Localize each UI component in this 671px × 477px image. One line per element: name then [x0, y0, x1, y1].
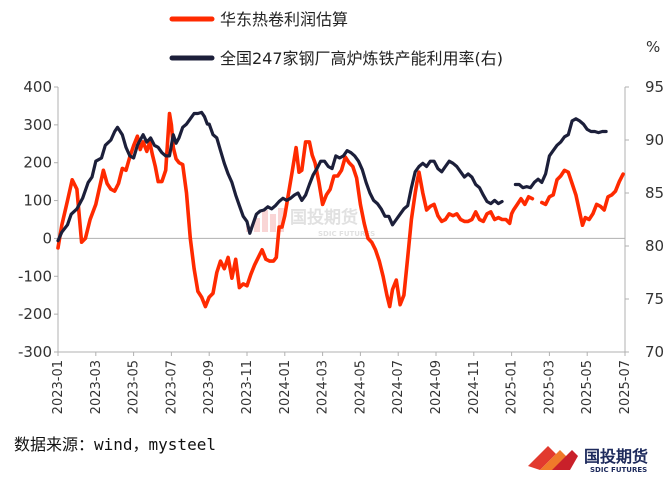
right-tick-label: 85 [645, 184, 664, 202]
left-tick-label: 100 [23, 192, 52, 210]
x-tick-label: 2023-07 [164, 360, 179, 414]
legend-label-utilization: 全国247家钢厂高炉炼铁产能利用率(右) [220, 49, 503, 68]
plot-frame [57, 87, 626, 353]
watermark: 国投期货 SDIC FUTURES [246, 207, 375, 238]
series-line-profit-0 [56, 111, 535, 309]
x-tick-label: 2023-01 [51, 360, 66, 414]
brand-logo: 国投期货 SDIC FUTURES [528, 446, 648, 474]
x-tick-label: 2023-03 [89, 360, 104, 414]
x-tick-label: 2025-07 [618, 360, 633, 414]
right-tick-label: 75 [645, 290, 664, 308]
watermark-sub: SDIC FUTURES [318, 230, 375, 238]
right-axis-ticks: 70 75 80 85 90 95 [625, 78, 664, 361]
right-tick-label: 90 [645, 131, 664, 149]
x-tick-label: 2024-03 [316, 360, 331, 414]
left-axis-ticks: -300 -200 -100 0 100 200 300 400 [18, 78, 58, 361]
brand-logo-icon [528, 446, 578, 470]
left-tick-label: -100 [18, 267, 52, 285]
left-tick-label: -200 [18, 305, 52, 323]
x-tick-label: 2024-11 [467, 360, 482, 414]
x-tick-label: 2024-01 [278, 360, 293, 414]
left-tick-label: 0 [42, 229, 52, 247]
left-tick-label: 400 [23, 78, 52, 96]
series-line-profit-1 [540, 168, 625, 227]
legend: 华东热卷利润估算 全国247家钢厂高炉炼铁产能利用率(右) [169, 10, 503, 68]
right-tick-label: 70 [645, 343, 664, 361]
brand-logo-sub: SDIC FUTURES [590, 466, 647, 474]
right-tick-label: 80 [645, 237, 664, 255]
x-axis-ticks: 2023-01 2023-03 2023-05 2023-07 2023-09 2023-… [51, 352, 633, 414]
left-tick-label: -300 [18, 343, 52, 361]
brand-logo-text: 国投期货 [584, 447, 648, 466]
series-layer [56, 110, 625, 309]
left-tick-label: 200 [23, 154, 52, 172]
series-line-utilization-3 [513, 117, 608, 190]
left-tick-label: 300 [23, 116, 52, 134]
x-tick-label: 2025-01 [505, 360, 520, 414]
series-line-utilization-2 [56, 110, 504, 243]
legend-label-profit: 华东热卷利润估算 [220, 10, 348, 29]
right-tick-label: 95 [645, 78, 664, 96]
right-axis-unit: % [646, 38, 660, 56]
x-tick-label: 2023-05 [127, 360, 142, 414]
x-tick-label: 2024-09 [429, 360, 444, 414]
x-tick-label: 2025-05 [580, 360, 595, 414]
x-tick-label: 2024-07 [391, 360, 406, 414]
source-text: 数据来源：wind，mysteel [14, 435, 216, 454]
watermark-text: 国投期货 [290, 207, 358, 228]
x-tick-label: 2024-05 [353, 360, 368, 414]
x-tick-label: 2023-11 [240, 360, 255, 414]
x-tick-label: 2025-03 [542, 360, 557, 414]
x-tick-label: 2023-09 [202, 360, 217, 414]
